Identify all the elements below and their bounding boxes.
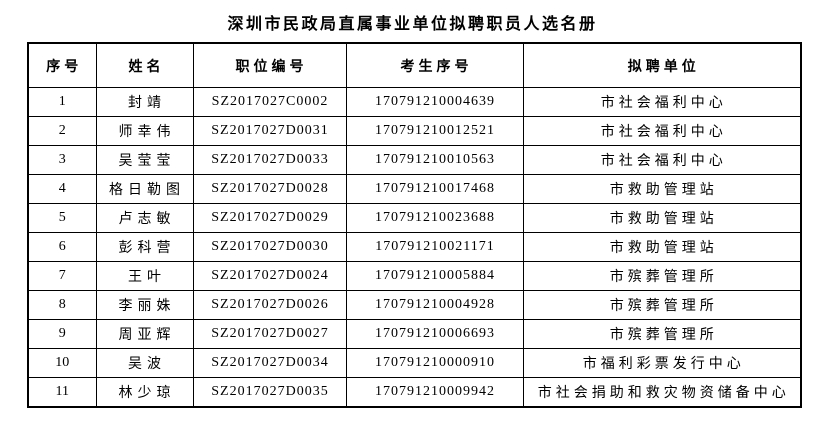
- cell-serial-number: 4: [27, 174, 97, 204]
- cell-serial-number: 5: [27, 203, 97, 233]
- cell-serial-number: 10: [27, 348, 97, 378]
- table-row: 10 吴波 SZ2017027D0034 170791210000910 市福利彩票发行…: [27, 348, 802, 378]
- table-row: 3 吴莹莹 SZ2017027D0033 170791210010563 市社会福利中心: [27, 145, 802, 175]
- cell-serial-number: 1: [27, 87, 97, 117]
- cell-position-code: SZ2017027D0030: [192, 232, 347, 262]
- table-row: 2 师幸伟 SZ2017027D0031 170791210012521 市社会福利中心: [27, 116, 802, 146]
- cell-serial-number: 8: [27, 290, 97, 320]
- cell-name: 格日勒图: [95, 174, 194, 204]
- cell-position-code: SZ2017027D0028: [192, 174, 347, 204]
- table-row: 6 彭科营 SZ2017027D0030 170791210021171 市救助管理站: [27, 232, 802, 262]
- cell-hiring-unit: 市殡葬管理所: [522, 261, 802, 291]
- cell-name: 封靖: [95, 87, 194, 117]
- cell-candidate-number: 170791210006693: [345, 319, 524, 349]
- table-row: 5 卢志敏 SZ2017027D0029 170791210023688 市救助管理站: [27, 203, 802, 233]
- cell-serial-number: 6: [27, 232, 97, 262]
- cell-position-code: SZ2017027D0029: [192, 203, 347, 233]
- cell-hiring-unit: 市社会福利中心: [522, 145, 802, 175]
- cell-serial-number: 3: [27, 145, 97, 175]
- cell-hiring-unit: 市救助管理站: [522, 232, 802, 262]
- cell-candidate-number: 170791210000910: [345, 348, 524, 378]
- cell-hiring-unit: 市社会福利中心: [522, 87, 802, 117]
- cell-hiring-unit: 市社会捐助和救灾物资储备中心: [522, 377, 802, 408]
- cell-name: 李丽姝: [95, 290, 194, 320]
- header-name: 姓名: [95, 42, 194, 88]
- cell-name: 吴波: [95, 348, 194, 378]
- cell-serial-number: 2: [27, 116, 97, 146]
- header-serial-number: 序号: [27, 42, 97, 88]
- cell-name: 卢志敏: [95, 203, 194, 233]
- cell-hiring-unit: 市社会福利中心: [522, 116, 802, 146]
- table-row: 1 封靖 SZ2017027C0002 170791210004639 市社会福利中心: [27, 87, 802, 117]
- cell-name: 王叶: [95, 261, 194, 291]
- header-position-code: 职位编号: [192, 42, 347, 88]
- cell-candidate-number: 170791210021171: [345, 232, 524, 262]
- cell-candidate-number: 170791210004639: [345, 87, 524, 117]
- cell-name: 周亚辉: [95, 319, 194, 349]
- cell-candidate-number: 170791210005884: [345, 261, 524, 291]
- cell-hiring-unit: 市救助管理站: [522, 174, 802, 204]
- cell-hiring-unit: 市殡葬管理所: [522, 290, 802, 320]
- cell-candidate-number: 170791210023688: [345, 203, 524, 233]
- cell-position-code: SZ2017027D0027: [192, 319, 347, 349]
- cell-hiring-unit: 市救助管理站: [522, 203, 802, 233]
- page-title: 深圳市民政局直属事业单位拟聘职员人选名册: [227, 16, 598, 33]
- cell-hiring-unit: 市殡葬管理所: [522, 319, 802, 349]
- table-row: 7 王叶 SZ2017027D0024 170791210005884 市殡葬管理所: [27, 261, 802, 291]
- table-row: 11 林少琼 SZ2017027D0035 170791210009942 市社会捐助和…: [27, 377, 802, 408]
- cell-candidate-number: 170791210004928: [345, 290, 524, 320]
- table-row: 4 格日勒图 SZ2017027D0028 170791210017468 市救助管理站: [27, 174, 802, 204]
- cell-position-code: SZ2017027D0026: [192, 290, 347, 320]
- cell-position-code: SZ2017027D0034: [192, 348, 347, 378]
- cell-position-code: SZ2017027D0035: [192, 377, 347, 408]
- cell-serial-number: 9: [27, 319, 97, 349]
- cell-name: 彭科营: [95, 232, 194, 262]
- cell-candidate-number: 170791210017468: [345, 174, 524, 204]
- cell-name: 师幸伟: [95, 116, 194, 146]
- cell-position-code: SZ2017027D0031: [192, 116, 347, 146]
- cell-position-code: SZ2017027D0024: [192, 261, 347, 291]
- header-candidate-number: 考生序号: [345, 42, 524, 88]
- cell-candidate-number: 170791210009942: [345, 377, 524, 408]
- table-row: 9 周亚辉 SZ2017027D0027 170791210006693 市殡葬管理所: [27, 319, 802, 349]
- cell-serial-number: 11: [27, 377, 97, 408]
- cell-candidate-number: 170791210012521: [345, 116, 524, 146]
- roster-table: 序号 姓名 职位编号 考生序号 拟聘单位 1 封靖 SZ2017027C0002 17…: [27, 42, 802, 408]
- cell-name: 林少琼: [95, 377, 194, 408]
- cell-position-code: SZ2017027D0033: [192, 145, 347, 175]
- header-hiring-unit: 拟聘单位: [522, 42, 802, 88]
- cell-position-code: SZ2017027C0002: [192, 87, 347, 117]
- cell-hiring-unit: 市福利彩票发行中心: [522, 348, 802, 378]
- table-row: 8 李丽姝 SZ2017027D0026 170791210004928 市殡葬管理所: [27, 290, 802, 320]
- header-row: 序号 姓名 职位编号 考生序号 拟聘单位: [27, 42, 802, 88]
- cell-serial-number: 7: [27, 261, 97, 291]
- cell-candidate-number: 170791210010563: [345, 145, 524, 175]
- cell-name: 吴莹莹: [95, 145, 194, 175]
